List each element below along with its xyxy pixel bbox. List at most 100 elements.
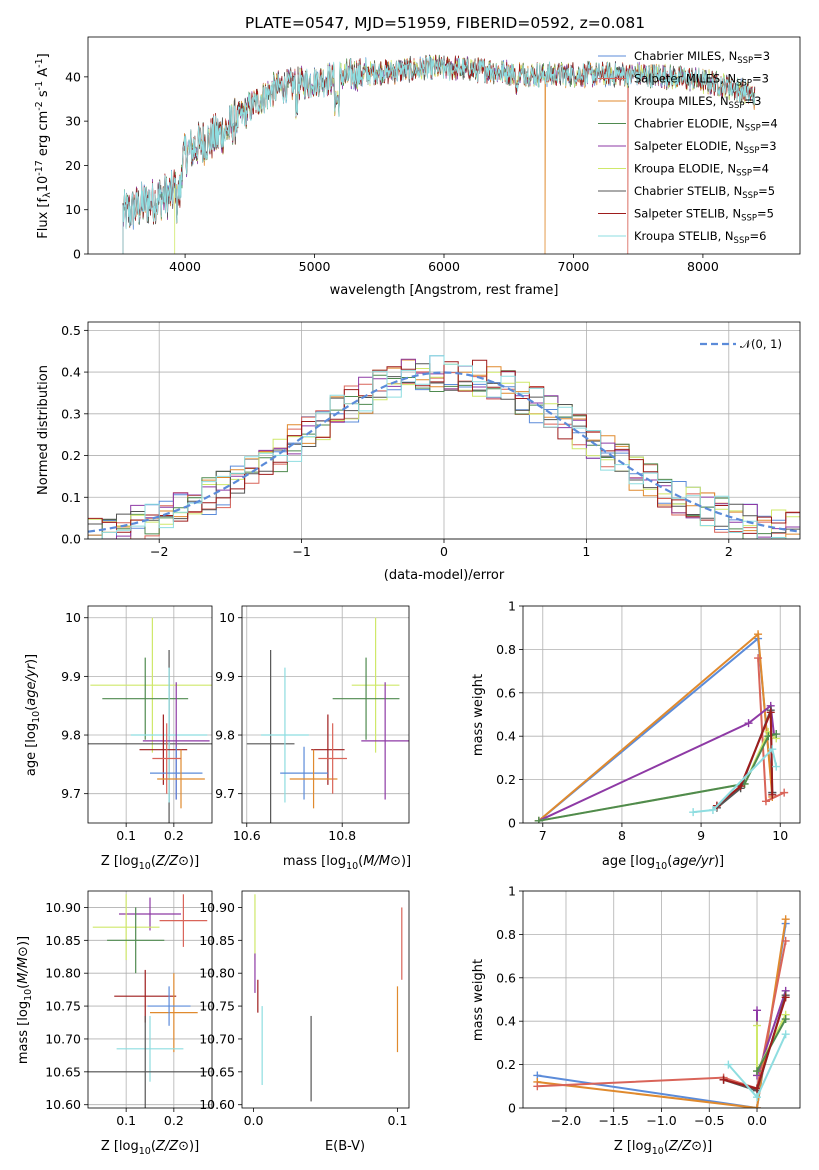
legend-entry: Chabrier ELODIE, NSSP=4: [634, 117, 778, 134]
y-tick-label: 10.80: [45, 966, 81, 981]
y-tick-label: 0.4: [61, 365, 81, 380]
weight-marker: [736, 782, 745, 791]
weight-line: [538, 733, 777, 822]
weight-marker: [724, 1060, 733, 1069]
label-part: Kroupa ELODIE, N: [634, 162, 736, 176]
weight-marker: [772, 762, 781, 771]
y-tick-label: 9.7: [61, 786, 81, 801]
y-tick-label: 0.5: [61, 323, 81, 338]
normal-reference-curve: [88, 371, 800, 533]
legend-entry: Chabrier STELIB, NSSP=5: [634, 184, 775, 201]
weight-line: [716, 711, 774, 807]
label-part: =3: [744, 94, 761, 108]
y-tick-label: 0: [508, 1101, 516, 1116]
y-tick-label: 0: [508, 816, 516, 831]
x-axis-label: mass [log10(M/M⊙)]: [283, 854, 411, 872]
y-tick-label: 0.2: [496, 1057, 516, 1072]
x-tick-label: 0.1: [116, 828, 136, 843]
legend-entry: Kroupa ELODIE, NSSP=4: [634, 162, 769, 179]
label-part: 10: [652, 1146, 664, 1157]
label-part: SSP: [736, 169, 752, 179]
legend-entry: Kroupa STELIB, NSSP=6: [634, 229, 766, 246]
label-part: (: [667, 854, 672, 869]
y-axis-label: Flux [fλ10-17 erg cm-2 s-1 A-1]: [34, 53, 53, 238]
weight-marker: [708, 805, 717, 814]
x-tick-label: −1: [292, 544, 310, 559]
x-tick-label: 0.1: [388, 1113, 408, 1128]
y-tick-label: 10.90: [45, 900, 81, 915]
y-tick-label: 9.9: [215, 669, 235, 684]
label-part: 10: [655, 861, 667, 872]
x-tick-label: −1.0: [646, 1113, 676, 1128]
weight-line: [538, 703, 775, 822]
label-part: SSP: [734, 236, 750, 246]
label-part: ]: [36, 53, 51, 58]
label-part: Chabrier STELIB, N: [634, 184, 742, 198]
mass-vs-extinction-panel-marks: [254, 894, 403, 1102]
spectrum-line: [122, 55, 756, 254]
x-axis-label: E(B-V): [325, 1139, 365, 1154]
y-tick-label: 10.90: [199, 900, 235, 915]
label-part: )]: [189, 854, 199, 869]
label-part: Z [log: [614, 1139, 652, 1154]
x-tick-label: 0.1: [116, 1113, 136, 1128]
label-part: SSP: [736, 79, 752, 89]
label-part: SSP: [729, 101, 745, 111]
label-part: =3: [753, 49, 770, 63]
y-tick-label: 10.70: [45, 1031, 81, 1046]
y-tick-label: 10.75: [45, 999, 81, 1014]
spectrum-panel: 4000 5000 6000 7000 8000 0 10 20 30 40 Chabrier MI…: [34, 36, 801, 298]
x-tick-label: 10.6: [233, 828, 261, 843]
y-tick-label: 0.8: [496, 642, 516, 657]
weight-marker: [753, 1084, 762, 1093]
weight-line: [723, 994, 787, 1092]
weight-marker: [753, 1006, 762, 1015]
y-tick-label: 0.2: [61, 448, 81, 463]
label-part: (: [664, 1139, 669, 1154]
axes-frame: [87, 36, 801, 255]
label-part: )]: [702, 1139, 712, 1154]
x-axis-label: wavelength [Angstrom, rest frame]: [330, 283, 559, 298]
y-tick-label: 20: [65, 158, 81, 173]
y-tick-label: 10.75: [199, 999, 235, 1014]
weight-marker: [689, 808, 698, 817]
age-vs-metallicity-panel-marks: [88, 617, 212, 823]
y-tick-label: 10.85: [199, 933, 235, 948]
label-part: age [log: [602, 854, 655, 869]
weight-marker: [781, 936, 790, 945]
spectrum-line: [122, 55, 756, 254]
y-tick-label: 0.2: [496, 772, 516, 787]
axes-frame: [241, 890, 410, 1109]
x-tick-label: 0.2: [164, 828, 184, 843]
y-tick-label: 0.3: [61, 406, 81, 421]
x-tick-label: 9: [697, 828, 705, 843]
y-tick-label: 10: [65, 202, 81, 217]
y-tick-label: 10: [65, 610, 81, 625]
mass-weight-vs-metallicity-panel: −2.0 −1.5 −1.0 −0.5 0.0 0 0.2 0.4 0.6 0.8 1 Z [log1…: [471, 884, 801, 1157]
legend-entry: Salpeter STELIB, NSSP=5: [634, 207, 774, 224]
weight-marker: [781, 1030, 790, 1039]
residual-histogram-panel: −2 −1 0 1 2 0.0 0.1 0.2 0.3 0.4 0.5 𝒩(0, 1) (data-mo…: [36, 321, 801, 583]
weight-line: [538, 636, 774, 822]
label-part: M/M⊙: [16, 946, 31, 984]
label-part: )]: [16, 936, 31, 946]
label-part: Z/Z⊙: [668, 1139, 702, 1154]
weight-marker: [744, 719, 753, 728]
weight-marker: [768, 745, 777, 754]
label-part: )]: [24, 654, 39, 664]
x-axis-label: age [log10(age/yr)]: [602, 854, 724, 872]
label-part: Kroupa STELIB, N: [634, 229, 734, 243]
weight-marker: [780, 788, 789, 797]
y-tick-label: 1: [508, 599, 516, 614]
y-axis-label: mass [log10(M/M⊙)]: [16, 936, 34, 1064]
y-axis-label: Normed distribution: [36, 365, 51, 495]
label-part: mass [log: [283, 854, 346, 869]
weight-marker: [754, 654, 763, 663]
label-part: =4: [752, 162, 769, 176]
legend-entry: Salpeter MILES, NSSP=3: [634, 72, 769, 89]
weight-marker: [753, 1067, 762, 1076]
